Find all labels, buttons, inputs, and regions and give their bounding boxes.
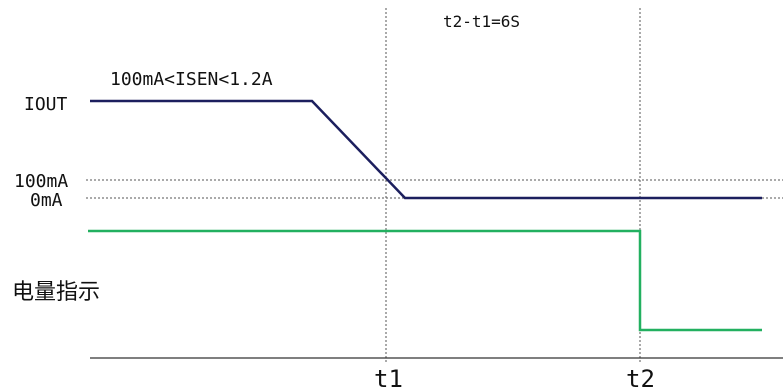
t2-label: t2: [626, 365, 655, 390]
t1-label: t1: [374, 365, 403, 390]
battery-indicator-label: 电量指示: [12, 280, 100, 305]
level-100ma-label: 100mA: [14, 171, 68, 192]
iout-waveform: [90, 99, 762, 200]
current-range-label: 100mA<ISEN<1.2A: [110, 69, 273, 90]
time-delta-label: t2-t1=6S: [443, 12, 520, 31]
battery-indicator-waveform: [88, 229, 762, 332]
level-0ma-label: 0mA: [30, 190, 63, 211]
iout-label: IOUT: [24, 94, 68, 115]
